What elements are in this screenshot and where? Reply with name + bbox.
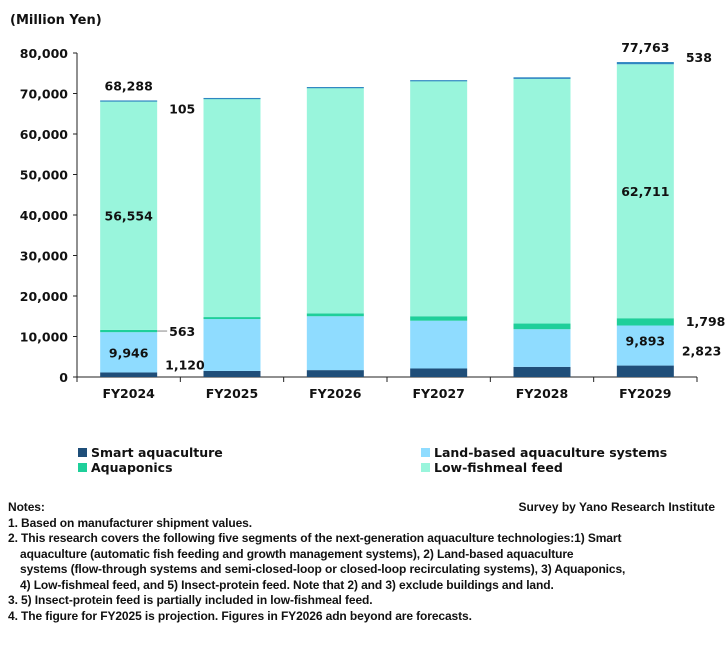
x-tick-label: FY2025 xyxy=(206,386,258,400)
bar-segment xyxy=(616,318,674,326)
legend-item-feed: Low-fishmeal feed xyxy=(421,460,563,475)
y-tick-label: 50,000 xyxy=(20,168,69,183)
data-label-land-based: 9,893 xyxy=(626,334,666,349)
bar-segment xyxy=(203,317,261,320)
bar-segment xyxy=(100,100,158,102)
note-line: 2. This research covers the following fi… xyxy=(8,531,622,545)
x-tick-label: FY2024 xyxy=(102,386,155,400)
note-line: 3. 5) Insect-protein feed is partially i… xyxy=(8,593,373,607)
legend-item-smart: Smart aquaculture xyxy=(78,445,223,460)
data-label-aquaponics: 563 xyxy=(169,324,195,339)
legend-label: Aquaponics xyxy=(91,460,173,475)
bar-segment xyxy=(306,370,364,377)
bar-segment xyxy=(203,319,261,371)
legend-swatch xyxy=(421,463,430,472)
legend-label: Land-based aquaculture systems xyxy=(434,445,668,460)
bar-segment xyxy=(513,366,571,377)
notes: Notes: 1. Based on manufacturer shipment… xyxy=(8,500,720,624)
bar-segment xyxy=(616,365,674,377)
bar-segment xyxy=(513,329,571,367)
bar-segment xyxy=(306,87,364,89)
bar-segment xyxy=(306,316,364,371)
x-tick-label: FY2027 xyxy=(412,386,464,400)
data-label-smart: 2,823 xyxy=(682,344,722,359)
stacked-bar-chart: (Million Yen) 0 10,000 20,000 30,000 40,000 50… xyxy=(10,13,725,400)
bar-segment xyxy=(306,87,364,314)
data-label-top-segment: 538 xyxy=(686,50,712,65)
y-tick-label: 60,000 xyxy=(20,127,69,142)
bar-segment xyxy=(100,100,158,330)
y-tick-label: 30,000 xyxy=(20,249,69,264)
source-credit: Survey by Yano Research Institute xyxy=(518,500,715,514)
data-label-top-segment: 105 xyxy=(169,101,195,116)
bar-segment xyxy=(410,80,468,82)
note-line: 1. Based on manufacturer shipment values… xyxy=(8,515,252,530)
bar-segment xyxy=(410,368,468,377)
data-label-low-fishmeal-feed: 62,711 xyxy=(621,184,669,199)
bar-segment xyxy=(203,370,261,377)
legend-swatch xyxy=(78,448,87,457)
bar-segment xyxy=(410,320,468,369)
data-label-low-fishmeal-feed: 56,554 xyxy=(105,208,154,223)
bar-segment xyxy=(616,64,674,319)
bar-segment xyxy=(410,80,468,317)
x-tick-label: FY2029 xyxy=(619,386,671,400)
bar-segment xyxy=(306,313,364,317)
legend-swatch xyxy=(78,463,87,472)
legend-label: Low-fishmeal feed xyxy=(434,460,563,475)
y-tick-label: 80,000 xyxy=(20,46,69,61)
data-label-total: 68,288 xyxy=(105,78,153,93)
y-axis-unit-label: (Million Yen) xyxy=(10,13,102,28)
bar-segment xyxy=(100,329,158,333)
bar-segment xyxy=(100,332,158,373)
bar-segment xyxy=(513,77,571,79)
bar-segment xyxy=(203,98,261,318)
legend-label: Smart aquaculture xyxy=(91,445,223,460)
bar-segment xyxy=(203,97,261,100)
note-line: systems (flow-through systems and semi-c… xyxy=(20,562,626,576)
x-tick-label: FY2026 xyxy=(309,386,362,400)
data-label-land-based: 9,946 xyxy=(109,345,149,360)
legend-swatch xyxy=(421,448,430,457)
bar-segment xyxy=(513,78,571,324)
bar-segment xyxy=(616,325,674,366)
data-label-aquaponics: 1,798 xyxy=(686,314,725,329)
y-tick-label: 70,000 xyxy=(20,87,69,102)
note-line: 4. The figure for FY2025 is projection. … xyxy=(8,608,472,623)
note-line: aquaculture (automatic fish feeding and … xyxy=(20,546,574,561)
bar-segment xyxy=(616,62,674,65)
bar-segment xyxy=(410,316,468,321)
legend-item-land: Land-based aquaculture systems xyxy=(421,445,667,460)
note-line: 4) Low-fishmeal feed, and 5) Insect-prot… xyxy=(20,577,554,592)
y-tick-label: 40,000 xyxy=(20,208,69,223)
notes-title: Notes: xyxy=(8,500,45,514)
y-tick-label: 10,000 xyxy=(20,330,69,345)
x-tick-label: FY2028 xyxy=(516,386,568,400)
legend-item-aquaponics: Aquaponics xyxy=(78,460,173,475)
y-tick-label: 20,000 xyxy=(20,289,69,304)
y-tick-label: 0 xyxy=(59,370,68,385)
data-label-smart: 1,120 xyxy=(165,357,205,372)
bar-segment xyxy=(100,372,158,377)
bar-segment xyxy=(513,323,571,330)
data-label-total: 77,763 xyxy=(621,40,669,55)
